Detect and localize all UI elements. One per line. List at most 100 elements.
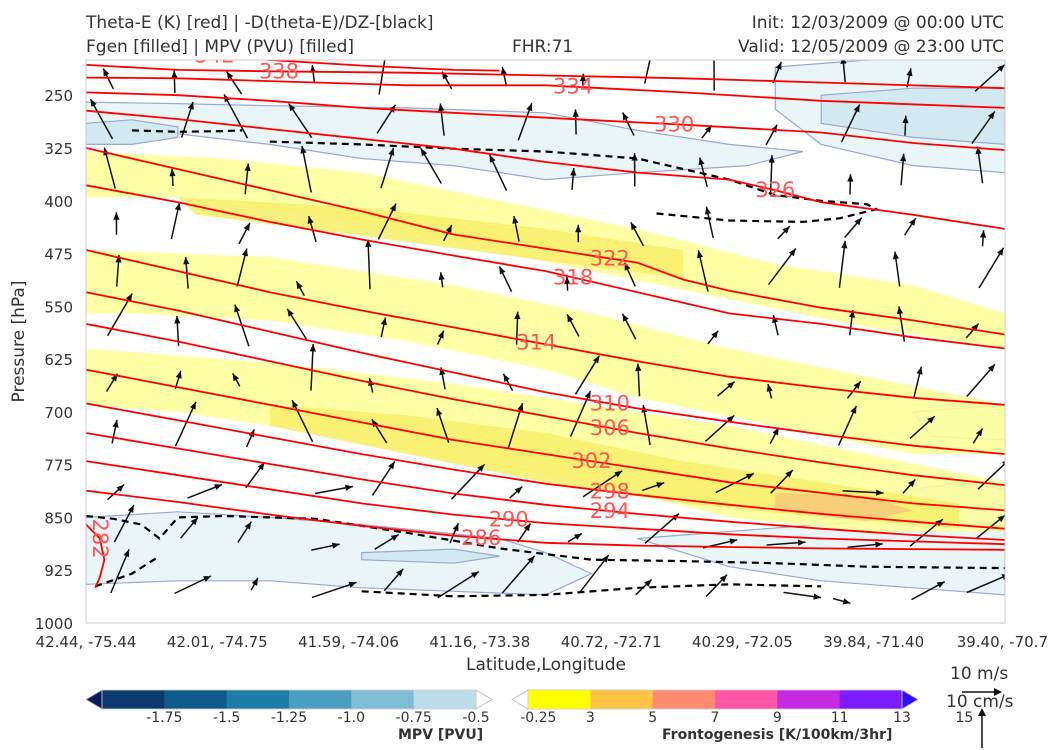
wind-arrow-head bbox=[698, 157, 705, 166]
fgen-colorbar-swatch bbox=[839, 690, 903, 709]
wind-arrow-head bbox=[875, 541, 883, 548]
wind-arrow-head bbox=[772, 427, 779, 436]
wind-arrow-head bbox=[90, 99, 97, 107]
wind-arrow-head bbox=[500, 67, 507, 75]
wind-arrow-head bbox=[1001, 574, 1005, 580]
wind-arrow-head bbox=[813, 593, 822, 600]
mpv-colorbar-tick: -1.0 bbox=[338, 710, 365, 726]
y-tick-label: 925 bbox=[44, 562, 73, 580]
wind-arrow bbox=[301, 145, 312, 193]
wind-arrow-head bbox=[113, 212, 120, 220]
wind-arrow-head bbox=[906, 68, 913, 77]
wind-arrow-head bbox=[729, 538, 738, 545]
wind-arrow-head bbox=[876, 489, 884, 496]
fgen-colorbar-swatch bbox=[590, 690, 654, 709]
theta-e-label: 330 bbox=[654, 112, 694, 136]
y-tick-label: 625 bbox=[44, 351, 73, 369]
wind-arrow-head bbox=[853, 381, 861, 390]
wind-arrow-head bbox=[987, 364, 995, 372]
mpv-colorbar-tick: -1.5 bbox=[213, 710, 240, 726]
theta-e-label: 286 bbox=[461, 526, 501, 550]
theta-e-label: 294 bbox=[590, 499, 630, 523]
wind-arrow-head bbox=[614, 470, 623, 478]
wind-arrow-head bbox=[243, 223, 250, 231]
wind-arrow-head bbox=[975, 146, 982, 155]
theta-e-label: 322 bbox=[590, 246, 630, 270]
wind-arrow-head bbox=[788, 248, 796, 257]
wind-arrow bbox=[574, 355, 601, 395]
wind-arrow-head bbox=[727, 381, 735, 389]
dtheta-contour bbox=[131, 129, 243, 133]
wind-arrow-head bbox=[564, 276, 571, 285]
wind-arrow-head bbox=[523, 523, 531, 532]
y-tick-label: 250 bbox=[44, 87, 73, 105]
wind-arrow-head bbox=[438, 103, 445, 112]
wind-arrow-head bbox=[251, 577, 258, 586]
wind-arrow-head bbox=[203, 576, 211, 582]
y-tick-label: 400 bbox=[44, 193, 73, 211]
wind-arrow-head bbox=[296, 281, 303, 290]
y-tick-label: 700 bbox=[44, 404, 73, 422]
wind-arrow-head bbox=[389, 203, 396, 212]
theta-e-label: 338 bbox=[259, 59, 299, 83]
wind-arrow bbox=[578, 554, 610, 594]
fgen-colorbar-tick: 3 bbox=[586, 710, 595, 726]
theta-e-contour bbox=[86, 76, 1005, 109]
wind-arrow-head bbox=[477, 464, 485, 472]
wind-arrow-head bbox=[853, 104, 860, 113]
wind-arrow-head bbox=[697, 250, 704, 259]
theta-e-label: 342 bbox=[195, 43, 235, 67]
wind-arrow-head bbox=[976, 428, 983, 437]
fgen-colorbar-right-arrow bbox=[901, 689, 919, 710]
wind-arrow-head bbox=[345, 484, 353, 491]
mpv-colorbar-tick: -1.25 bbox=[271, 710, 307, 726]
wind-arrow-head bbox=[622, 112, 629, 121]
forecast-hour: FHR:71 bbox=[512, 37, 574, 57]
wind-arrow-head bbox=[909, 218, 916, 226]
chart-title-line2: Fgen [filled] | MPV (PVU) [filled] bbox=[86, 37, 355, 57]
wind-arrow-head bbox=[635, 363, 642, 372]
theta-e-contour bbox=[86, 147, 1005, 336]
fgen-colorbar-tick: 15 bbox=[955, 710, 973, 726]
y-tick-label: 325 bbox=[44, 140, 73, 158]
y-tick-label: 475 bbox=[44, 246, 73, 264]
wind-arrow-head bbox=[257, 462, 265, 471]
theta-e-contour bbox=[86, 432, 1005, 541]
wind-arrow bbox=[978, 247, 1005, 289]
theta-e-contour bbox=[86, 64, 1005, 90]
mpv-region bbox=[86, 119, 179, 145]
wind-arrow-head bbox=[499, 266, 506, 275]
wind-arrow-head bbox=[445, 225, 452, 233]
wind-arrow-head bbox=[169, 168, 176, 177]
wind-arrow-head bbox=[936, 581, 945, 588]
wind-arrow-head bbox=[288, 103, 296, 112]
y-tick-label: 550 bbox=[44, 298, 73, 316]
x-tick-label: 40.29, -72.05 bbox=[692, 633, 793, 651]
wind-arrow-head bbox=[242, 248, 248, 257]
wind-arrow-head bbox=[775, 61, 782, 70]
fgen-colorbar-tick: 11 bbox=[831, 710, 849, 726]
wind-arrow-head bbox=[309, 344, 316, 352]
fgen-colorbar-outline bbox=[527, 689, 903, 710]
wind-arrow-head bbox=[797, 539, 806, 546]
mpv-colorbar-swatch bbox=[351, 690, 415, 709]
wind-arrow bbox=[223, 93, 249, 139]
theta-e-label: 298 bbox=[590, 480, 630, 504]
chart-title-line1: Theta-E (K) [red] | -D(theta-E)/DZ-[blac… bbox=[86, 13, 434, 33]
wind-arrow-head bbox=[300, 145, 307, 154]
x-tick-label: 40.72, -72.71 bbox=[561, 633, 662, 651]
wind-arrow bbox=[644, 513, 680, 544]
wind-arrow-head bbox=[711, 330, 719, 339]
theta-e-contour bbox=[259, 60, 500, 72]
mpv-colorbar-swatch bbox=[413, 690, 477, 709]
wind-arrow-head bbox=[226, 71, 234, 80]
wind-arrow-head bbox=[489, 154, 496, 163]
mpv-colorbar-right-arrow bbox=[475, 689, 493, 710]
wind-arrow-head bbox=[987, 111, 995, 120]
theta-e-contour bbox=[86, 523, 106, 589]
wind-arrow bbox=[838, 240, 846, 288]
wind-arrow-head bbox=[390, 534, 399, 542]
wind-arrow-head bbox=[980, 230, 987, 238]
mpv-region bbox=[361, 548, 500, 564]
